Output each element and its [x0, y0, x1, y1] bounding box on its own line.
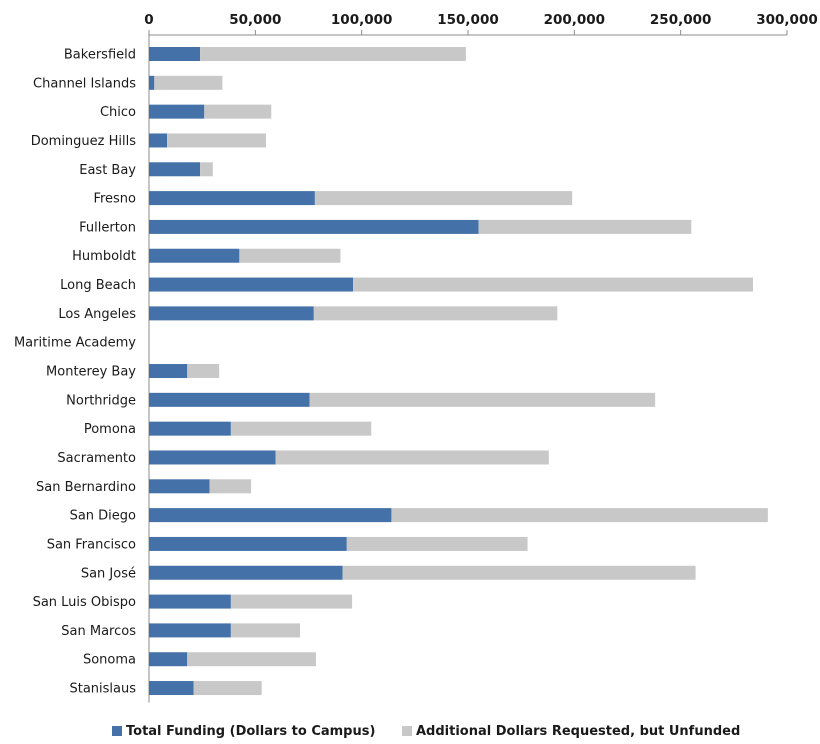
- category-label: San José: [81, 566, 136, 581]
- category-label: Sacramento: [57, 451, 136, 466]
- x-tick-label: 150,000: [437, 12, 499, 28]
- legend: Total Funding (Dollars to Campus) Additio…: [112, 724, 740, 739]
- bar-total-funding: [149, 450, 276, 465]
- legend-label: Total Funding (Dollars to Campus): [126, 724, 375, 739]
- bar-unfunded: [275, 450, 549, 465]
- bar-total-funding: [149, 162, 201, 177]
- bar-unfunded: [200, 162, 213, 177]
- category-label: East Bay: [79, 163, 136, 178]
- category-axis: Bakersfield Channel Islands Chico Dominguez…: [14, 35, 150, 703]
- bar-unfunded: [309, 392, 656, 407]
- bar-unfunded: [391, 508, 768, 523]
- x-tick-label: 200,000: [544, 12, 606, 28]
- category-label: Los Angeles: [58, 307, 136, 322]
- category-label: San Diego: [70, 509, 136, 524]
- bar-total-funding: [149, 536, 347, 551]
- category-label: Long Beach: [60, 278, 136, 293]
- category-label: Sonoma: [83, 653, 136, 668]
- bar-unfunded: [187, 652, 316, 667]
- bar-unfunded: [353, 277, 753, 292]
- bar-total-funding: [149, 479, 210, 494]
- bar-total-funding: [149, 652, 188, 667]
- x-tick-label: 300,000: [756, 12, 818, 28]
- category-label: Monterey Bay: [46, 365, 136, 380]
- bar-unfunded: [209, 479, 252, 494]
- bar-total-funding: [149, 623, 231, 638]
- bar-total-funding: [149, 565, 343, 580]
- bar-total-funding: [149, 133, 168, 148]
- bar-total-funding: [149, 277, 354, 292]
- bar-total-funding: [149, 306, 314, 321]
- category-label: Humboldt: [72, 249, 136, 264]
- category-label: Maritime Academy: [14, 336, 136, 351]
- x-tick-label: 100,000: [331, 12, 393, 28]
- category-label: Channel Islands: [33, 76, 136, 91]
- bar-total-funding: [149, 421, 231, 436]
- bar-total-funding: [149, 681, 194, 696]
- category-label: Dominguez Hills: [31, 134, 137, 149]
- bar-total-funding: [149, 392, 310, 407]
- bar-unfunded: [154, 75, 223, 90]
- bar-unfunded: [200, 47, 466, 61]
- bar-total-funding: [149, 191, 315, 206]
- category-label: Bakersfield: [64, 48, 136, 63]
- x-tick-label: 50,000: [229, 12, 281, 28]
- bar-total-funding: [149, 104, 205, 119]
- bar-total-funding: [149, 364, 188, 379]
- bar-unfunded: [478, 219, 692, 234]
- bar-total-funding: [149, 75, 155, 90]
- category-label: San Francisco: [47, 537, 136, 552]
- bar-unfunded: [167, 133, 266, 148]
- category-label: Chico: [100, 105, 136, 120]
- bar-unfunded: [313, 306, 558, 321]
- bar-unfunded: [314, 191, 573, 206]
- x-axis: 0 50,000 100,000 150,000 200,000 250,000 300,0…: [144, 12, 818, 36]
- category-label: Fullerton: [79, 220, 136, 235]
- category-label: Fresno: [93, 192, 136, 207]
- category-label: San Bernardino: [36, 480, 136, 495]
- bar-unfunded: [342, 565, 696, 580]
- bar-unfunded: [193, 681, 262, 696]
- bar-total-funding: [149, 47, 201, 61]
- bar-unfunded: [239, 248, 341, 263]
- bar-unfunded: [204, 104, 272, 119]
- legend-swatch: [112, 726, 122, 736]
- category-label: San Marcos: [61, 624, 136, 639]
- bar-total-funding: [149, 219, 479, 234]
- bar-unfunded: [346, 536, 528, 551]
- category-label: Pomona: [84, 422, 136, 437]
- bar-unfunded: [230, 623, 300, 638]
- category-label: Northridge: [66, 393, 136, 408]
- bar-total-funding: [149, 508, 392, 523]
- bar-unfunded: [187, 364, 220, 379]
- bar-unfunded: [230, 594, 353, 609]
- category-label: Stanislaus: [69, 682, 136, 697]
- x-tick-label: 250,000: [650, 12, 712, 28]
- bar-total-funding: [149, 594, 231, 609]
- legend-swatch: [402, 726, 412, 736]
- x-tick-label: 0: [144, 12, 153, 28]
- category-label: San Luis Obispo: [33, 595, 136, 610]
- legend-label: Additional Dollars Requested, but Unfund…: [416, 724, 740, 739]
- bar-unfunded: [230, 421, 372, 436]
- bars: [149, 47, 768, 696]
- bar-total-funding: [149, 248, 240, 263]
